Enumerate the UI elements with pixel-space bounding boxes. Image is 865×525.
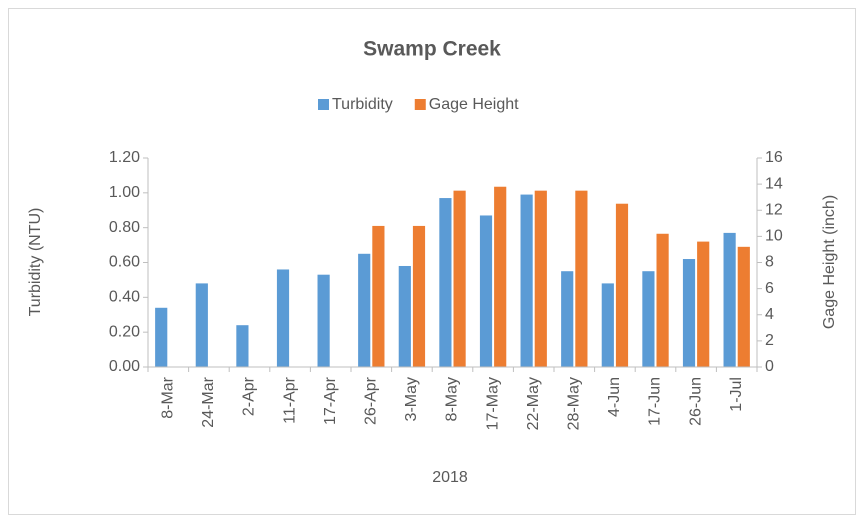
bar <box>479 215 493 367</box>
y2-tick-label: 6 <box>765 280 774 297</box>
y-tick-label: 1.20 <box>109 149 140 166</box>
chart-title: Swamp Creek <box>363 38 501 61</box>
bar <box>155 307 168 367</box>
bar <box>439 198 452 367</box>
x-tick-label: 22-May <box>525 377 542 430</box>
x-tick-label: 17-May <box>484 377 501 430</box>
y2-tick-label: 8 <box>765 254 774 271</box>
x-tick-label: 3-May <box>403 377 420 421</box>
bar <box>656 233 669 367</box>
y2-tick-label: 4 <box>765 306 774 323</box>
bar <box>494 186 507 367</box>
x-tick-label: 8-May <box>444 377 461 421</box>
bar <box>697 241 710 367</box>
x-tick-label: 17-Apr <box>322 376 339 425</box>
y2-axis-title: Gage Height (inch) <box>821 195 838 329</box>
x-tick-label: 28-May <box>566 377 583 430</box>
x-tick-label: 8-Mar <box>160 376 177 418</box>
bar <box>195 283 208 367</box>
x-tick-label: 17-Jun <box>647 377 664 426</box>
y-tick-label: 1.00 <box>109 184 140 201</box>
legend-label: Gage Height <box>429 96 519 113</box>
y-axis-title: Turbidity (NTU) <box>27 208 44 317</box>
y2-tick-label: 0 <box>765 358 774 375</box>
bar <box>520 194 533 367</box>
bar <box>561 271 574 367</box>
bar <box>615 203 629 367</box>
bar <box>601 283 614 367</box>
bar <box>276 269 290 367</box>
bar <box>737 246 750 367</box>
bar <box>236 325 249 367</box>
bar <box>642 271 655 367</box>
bar <box>372 225 385 367</box>
bar <box>358 253 371 367</box>
legend-label: Turbidity <box>332 96 393 113</box>
bar <box>575 190 588 367</box>
x-tick-label: 11-Apr <box>281 376 298 424</box>
legend-swatch <box>414 99 426 110</box>
y-tick-label: 0.40 <box>109 289 140 306</box>
y2-tick-label: 12 <box>765 201 783 218</box>
y-tick-label: 0.80 <box>109 219 140 236</box>
y2-tick-label: 14 <box>765 175 783 192</box>
chart-border <box>8 8 856 515</box>
legend-swatch <box>318 99 329 110</box>
x-tick-label: 2-Apr <box>241 376 258 416</box>
x-tick-label: 24-Mar <box>200 376 217 427</box>
bar <box>317 274 330 367</box>
x-tick-label: 26-Jun <box>687 377 704 426</box>
x-tick-label: 1-Jul <box>728 377 745 412</box>
y2-tick-label: 16 <box>765 149 783 166</box>
y2-tick-label: 2 <box>765 332 774 349</box>
bar <box>723 232 736 367</box>
y-tick-label: 0.60 <box>109 254 140 271</box>
x-tick-label: 4-Jun <box>606 377 623 417</box>
bar <box>534 190 547 367</box>
bar <box>398 265 411 367</box>
y-tick-label: 0.20 <box>109 323 140 340</box>
x-axis-title: 2018 <box>432 469 468 486</box>
x-tick-label: 26-Apr <box>363 376 380 425</box>
bar <box>412 225 426 367</box>
y2-tick-label: 10 <box>765 228 783 245</box>
y-tick-label: 0.00 <box>109 358 140 375</box>
bar <box>682 259 696 367</box>
bar <box>453 190 466 367</box>
